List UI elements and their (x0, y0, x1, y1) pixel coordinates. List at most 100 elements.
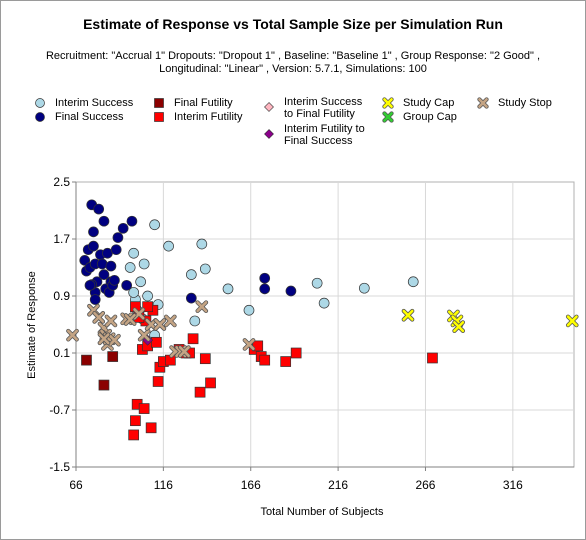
data-point (89, 294, 101, 305)
y-tick-label: 0.9 (53, 289, 70, 303)
data-point (93, 203, 105, 215)
data-point (126, 215, 138, 227)
data-point (185, 292, 197, 304)
legend-marker (264, 129, 274, 139)
data-point (98, 215, 110, 227)
data-point (109, 274, 120, 286)
legend-label: Study Cap (403, 97, 455, 109)
data-point (164, 314, 177, 328)
data-point (290, 347, 302, 359)
data-point (187, 333, 199, 345)
legend-label: Interim Success to Final Futility (284, 96, 363, 120)
legend-marker (154, 98, 164, 108)
data-point (105, 260, 117, 272)
data-point (112, 232, 124, 243)
data-point (153, 318, 167, 331)
data-point (285, 285, 297, 297)
data-point (452, 320, 466, 333)
data-point (163, 240, 174, 252)
data-point (142, 301, 153, 313)
legend-label: Interim Success (55, 97, 134, 109)
data-point (104, 314, 118, 328)
data-point (311, 277, 323, 289)
legend-label: Interim Futility (174, 111, 243, 123)
data-point (79, 255, 91, 266)
data-point (152, 376, 164, 387)
legend-marker (35, 112, 45, 122)
data-point (124, 262, 136, 273)
data-point (318, 297, 330, 309)
legend-marker (477, 97, 489, 109)
data-point (189, 315, 201, 327)
y-tick-label: 1.7 (53, 232, 70, 246)
data-point (145, 422, 157, 434)
axes: 66 116 166 216 266 316 2.5 1.7 0.9 0.1 -0.7 -1.5 (49, 175, 574, 492)
data-point (427, 352, 438, 364)
data-point (259, 283, 271, 295)
data-point (194, 386, 206, 398)
data-point (96, 258, 108, 270)
x-tick-label: 166 (241, 478, 261, 492)
data-point (135, 276, 147, 288)
data-point (185, 269, 197, 280)
data-point (66, 328, 79, 342)
data-point (195, 300, 209, 314)
data-point (128, 429, 140, 441)
data-point (401, 308, 415, 322)
data-point (243, 304, 255, 316)
x-tick-label: 266 (415, 478, 435, 492)
data-point (142, 290, 153, 302)
x-axis-label: Total Number of Subjects (261, 506, 384, 518)
data-point (199, 263, 211, 275)
chart-subtitle-line1: Recruitment: "Accrual 1" Dropouts: "Drop… (45, 50, 541, 62)
data-point (92, 311, 106, 324)
x-tick-label: 66 (69, 478, 83, 492)
legend-marker (154, 112, 164, 122)
data-point (222, 283, 234, 295)
chart-subtitle-line2: Longitudinal: "Linear" , Version: 5.7.1,… (159, 63, 427, 75)
y-axis-label: Estimate of Response (26, 271, 38, 379)
x-tick-label: 216 (328, 478, 348, 492)
data-point (81, 354, 92, 366)
data-point (205, 377, 216, 389)
y-tick-label: -0.7 (49, 403, 70, 417)
x-tick-label: 116 (154, 478, 173, 492)
legend-marker (382, 97, 394, 109)
data-point (151, 336, 162, 348)
data-point (130, 415, 141, 427)
data-point (358, 282, 370, 294)
y-tick-label: -1.5 (49, 460, 70, 474)
data-point (98, 379, 110, 391)
data-point (259, 354, 271, 366)
data-point (88, 226, 99, 238)
data-point (84, 279, 96, 291)
y-tick-label: 0.1 (53, 346, 70, 360)
data-point (107, 351, 119, 362)
data-point (123, 313, 137, 326)
data-point (110, 244, 122, 256)
chart-title: Estimate of Response vs Total Sample Siz… (83, 16, 503, 32)
data-point (280, 356, 292, 367)
legend-marker (382, 111, 394, 123)
data-point (128, 247, 140, 259)
data-point (177, 345, 191, 358)
data-point (121, 279, 133, 291)
data-point (97, 332, 111, 346)
data-point (108, 333, 121, 347)
data-point (149, 219, 160, 231)
gridlines (76, 182, 574, 467)
data-point (137, 328, 151, 342)
data-point (88, 240, 99, 252)
data-points (66, 199, 579, 441)
data-point (138, 258, 150, 270)
legend-label: Interim Futility to Final Success (284, 123, 365, 147)
data-point (138, 403, 150, 414)
data-point (196, 238, 208, 250)
data-point (128, 287, 140, 298)
data-point (407, 276, 419, 288)
data-point (565, 314, 579, 328)
x-tick-label: 316 (503, 478, 523, 492)
data-point (117, 222, 129, 234)
legend-marker (35, 98, 45, 108)
